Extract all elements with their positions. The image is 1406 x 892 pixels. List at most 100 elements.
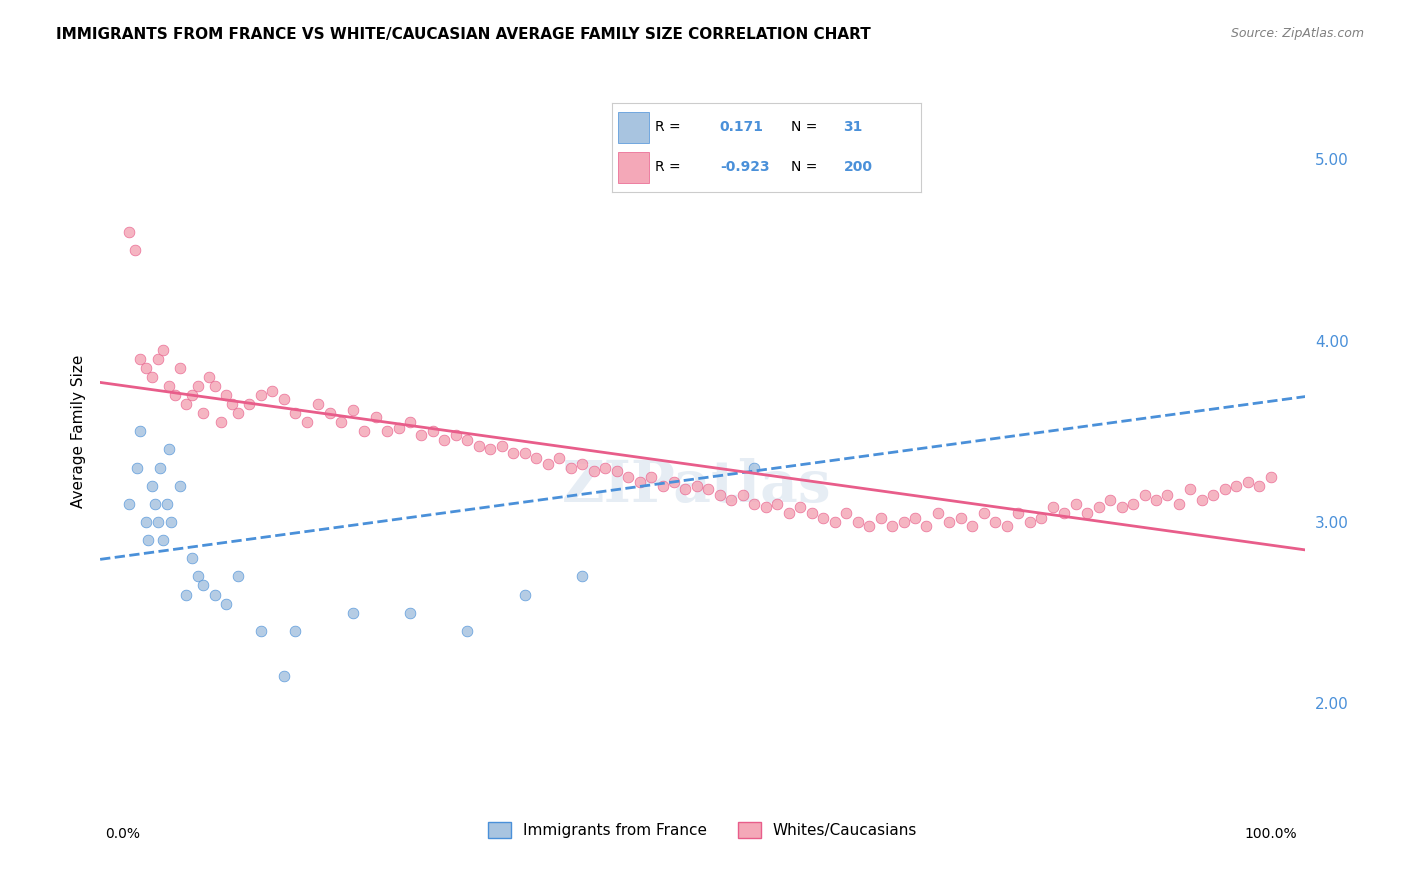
Point xyxy=(927,506,949,520)
Point xyxy=(778,506,800,520)
Point xyxy=(1031,511,1053,525)
Point xyxy=(146,515,169,529)
Point xyxy=(152,533,174,547)
Point xyxy=(697,483,720,497)
Point xyxy=(209,415,232,429)
Point xyxy=(169,360,191,375)
Point xyxy=(502,446,524,460)
Point xyxy=(193,406,215,420)
Point xyxy=(174,587,197,601)
Point xyxy=(204,379,226,393)
Point xyxy=(181,551,204,566)
Point xyxy=(1237,475,1260,489)
Point xyxy=(537,457,560,471)
Point xyxy=(411,428,433,442)
Point xyxy=(387,420,409,434)
Point xyxy=(1213,483,1236,497)
Point xyxy=(571,569,593,583)
Point xyxy=(135,360,157,375)
Point xyxy=(755,500,778,515)
Point xyxy=(1087,500,1109,515)
Point xyxy=(479,442,502,457)
Point xyxy=(869,511,891,525)
Point xyxy=(249,624,271,638)
Point xyxy=(662,475,685,489)
Point xyxy=(880,518,903,533)
Point xyxy=(513,446,536,460)
Point xyxy=(364,409,387,424)
Point xyxy=(1260,469,1282,483)
Point xyxy=(1249,478,1271,492)
Point xyxy=(1099,493,1122,508)
Point xyxy=(181,388,204,402)
Point xyxy=(433,434,456,448)
Point xyxy=(1042,500,1064,515)
Point xyxy=(273,392,295,406)
Point xyxy=(238,397,260,411)
Point xyxy=(284,624,307,638)
Point xyxy=(1191,493,1213,508)
Point xyxy=(513,587,536,601)
Point xyxy=(129,351,152,366)
Point xyxy=(456,434,478,448)
Point xyxy=(766,497,789,511)
Point xyxy=(221,397,243,411)
Point xyxy=(962,518,984,533)
Point xyxy=(129,424,152,438)
FancyBboxPatch shape xyxy=(617,112,648,143)
Point xyxy=(675,483,697,497)
Point xyxy=(174,397,197,411)
Point xyxy=(1076,506,1098,520)
Point xyxy=(146,351,169,366)
Point xyxy=(118,497,141,511)
FancyBboxPatch shape xyxy=(617,152,648,183)
Point xyxy=(273,669,295,683)
Point xyxy=(468,439,491,453)
Point xyxy=(893,515,915,529)
Point xyxy=(640,469,662,483)
Point xyxy=(157,442,180,457)
Point xyxy=(143,497,166,511)
Point xyxy=(491,439,513,453)
Text: IMMIGRANTS FROM FRANCE VS WHITE/CAUCASIAN AVERAGE FAMILY SIZE CORRELATION CHART: IMMIGRANTS FROM FRANCE VS WHITE/CAUCASIA… xyxy=(56,27,870,42)
Point xyxy=(582,464,605,478)
Legend: Immigrants from France, Whites/Caucasians: Immigrants from France, Whites/Caucasian… xyxy=(482,816,924,845)
Point xyxy=(1053,506,1076,520)
Point xyxy=(606,464,628,478)
Point xyxy=(187,379,209,393)
Point xyxy=(226,569,249,583)
Point xyxy=(135,515,157,529)
Point xyxy=(824,515,846,529)
Point xyxy=(1133,488,1156,502)
Point xyxy=(399,415,422,429)
Point xyxy=(1225,478,1247,492)
Point xyxy=(617,469,640,483)
Point xyxy=(593,460,616,475)
Point xyxy=(548,451,571,466)
Point xyxy=(163,388,186,402)
Point xyxy=(330,415,353,429)
Point xyxy=(720,493,742,508)
Point xyxy=(1180,483,1202,497)
Point xyxy=(800,506,823,520)
Point xyxy=(141,478,163,492)
Point xyxy=(1111,500,1133,515)
Text: 0.0%: 0.0% xyxy=(105,827,141,840)
Point xyxy=(152,343,174,357)
Point xyxy=(1064,497,1087,511)
Point xyxy=(262,384,284,399)
Point xyxy=(628,475,651,489)
Point xyxy=(307,397,329,411)
Point xyxy=(789,500,811,515)
Point xyxy=(444,428,467,442)
Point xyxy=(858,518,880,533)
Point xyxy=(141,369,163,384)
Point xyxy=(342,402,364,417)
Text: ZIPatlas: ZIPatlas xyxy=(562,458,832,514)
Text: Source: ZipAtlas.com: Source: ZipAtlas.com xyxy=(1230,27,1364,40)
Point xyxy=(215,597,238,611)
Point xyxy=(226,406,249,420)
Text: R =: R = xyxy=(655,160,681,174)
Text: 0.171: 0.171 xyxy=(720,120,763,134)
Point xyxy=(204,587,226,601)
